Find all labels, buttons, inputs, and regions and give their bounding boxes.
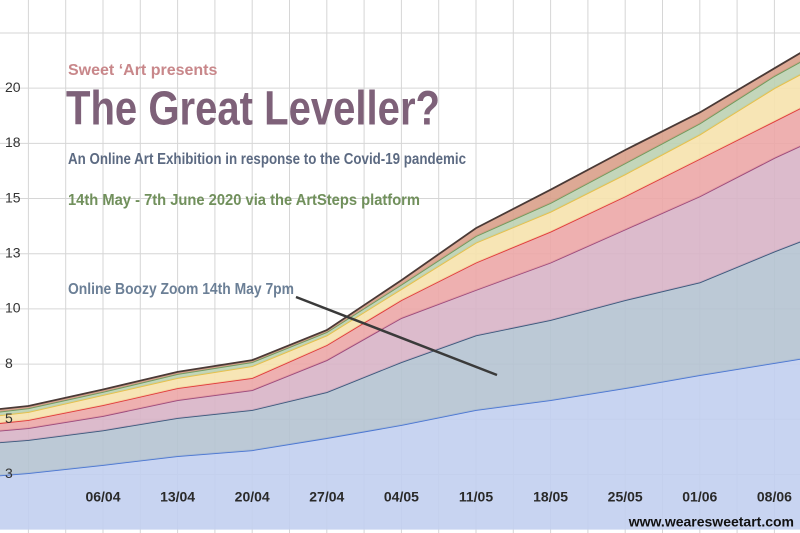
annotation-arrow [295,295,498,377]
x-tick-label: 08/06 [757,489,792,505]
annotation: Online Boozy Zoom 14th May 7pm [68,281,294,298]
area-line [0,52,800,410]
labels: 3 5 8 10 13 15 18 20 06/04 13/04 20/04 27/04 04/05 11… [5,79,792,505]
x-tick-label: 11/05 [459,489,493,505]
y-tick-label: 13 [5,244,21,260]
area [0,146,800,443]
dates: 14th May - 7th June 2020 via the ArtStep… [68,192,420,209]
x-tick-label: 25/05 [608,489,643,505]
x-tick-label: 01/06 [682,489,717,505]
x-tick-label: 27/04 [309,489,344,505]
y-tick-label: 20 [5,79,21,95]
kicker: Sweet ‘Art presents [68,62,217,79]
y-tick-label: 15 [5,189,21,205]
x-tick-label: 04/05 [384,489,419,505]
y-tick-label: 3 [5,465,13,481]
chart-title: The Great Leveller? [66,83,440,136]
x-tick-label: 06/04 [85,489,120,505]
area [0,358,800,530]
y-tick-label: 5 [5,410,13,426]
area [0,241,800,476]
footer: www.wearesweetart.com [628,514,794,530]
y-tick-label: 8 [5,355,13,371]
x-tick-label: 13/04 [160,489,195,505]
y-tick-label: 18 [5,134,21,150]
areas [0,52,800,530]
y-tick-label: 10 [5,300,21,316]
x-tick-label: 18/05 [533,489,568,505]
subtitle: An Online Art Exhibition in response to … [68,151,466,168]
x-tick-label: 20/04 [235,489,270,505]
